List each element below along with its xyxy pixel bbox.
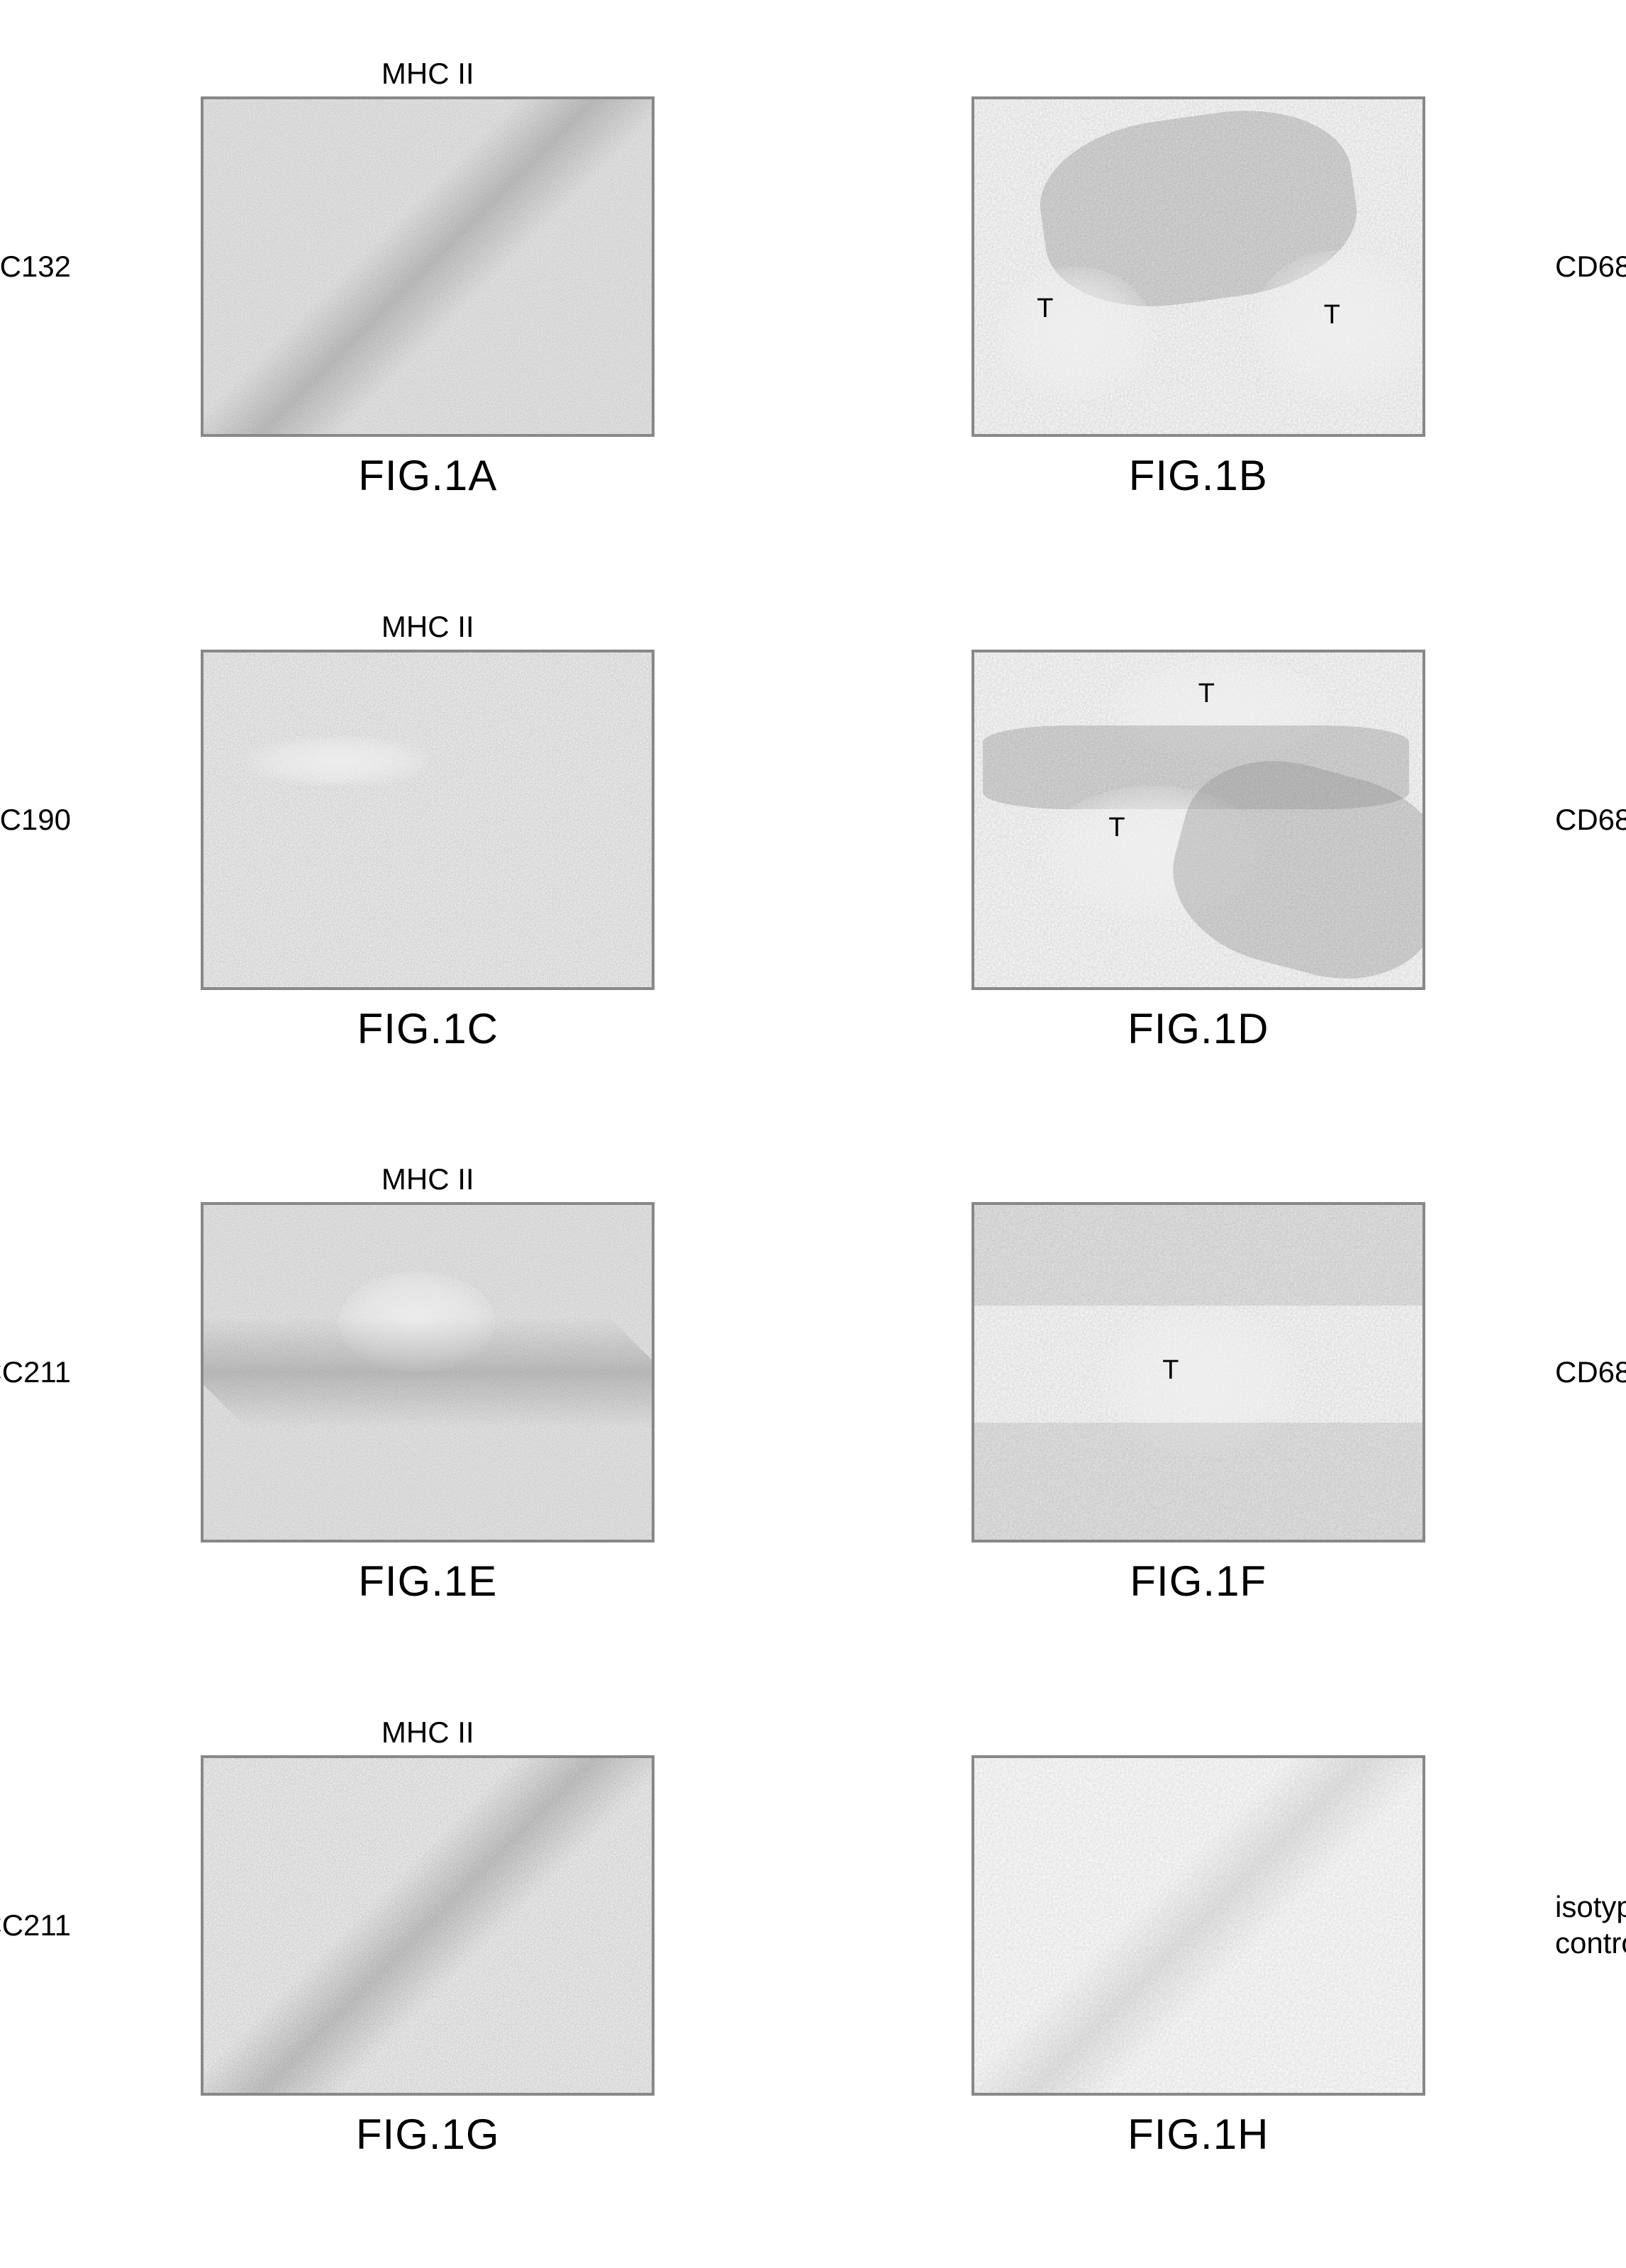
- panel-c-caption: FIG.1C: [357, 1004, 499, 1053]
- panel-d-caption: FIG.1D: [1127, 1004, 1269, 1053]
- panel-f-image-row: T CD68: [856, 1202, 1542, 1542]
- panel-a-micrograph: [201, 96, 655, 437]
- panel-c-top-label: MHC II: [382, 610, 474, 644]
- panel-b-image-row: T T CD68: [856, 96, 1542, 437]
- panel-d-overlay-1: T: [1198, 679, 1215, 709]
- panel-g-image-row: RCC211: [85, 1755, 771, 2096]
- panel-a: MHC II RCC132 FIG.1A: [85, 57, 771, 553]
- panel-c-left-label: RCC190: [0, 803, 71, 837]
- panel-e-image-row: RCC211: [85, 1202, 771, 1542]
- panel-c-micrograph: [201, 650, 655, 990]
- panel-e-micrograph: [201, 1202, 655, 1542]
- panel-g: MHC II RCC211 FIG.1G: [85, 1716, 771, 2212]
- panel-h-image-row: isotypecontrol: [856, 1755, 1542, 2096]
- panel-h: isotypecontrol FIG.1H: [856, 1716, 1542, 2212]
- panel-a-caption: FIG.1A: [358, 451, 497, 500]
- panel-b-caption: FIG.1B: [1129, 451, 1268, 500]
- panel-e-left-label: RCC211: [0, 1355, 71, 1389]
- panel-b-micrograph: T T: [971, 96, 1425, 437]
- panel-b-overlay-1: T: [1037, 294, 1053, 324]
- panel-g-micrograph: [201, 1755, 655, 2096]
- panel-f-right-label: CD68: [1555, 1355, 1626, 1389]
- panel-b-right-label: CD68: [1555, 250, 1626, 284]
- panel-h-caption: FIG.1H: [1127, 2110, 1269, 2159]
- panel-d-overlay-2: T: [1108, 813, 1125, 843]
- panel-d: T T CD68 FIG.1D: [856, 610, 1542, 1106]
- panel-a-left-label: RCC132: [0, 250, 71, 284]
- panel-h-micrograph: [971, 1755, 1425, 2096]
- panel-b: T T CD68 FIG.1B: [856, 57, 1542, 553]
- panel-f: T CD68 FIG.1F: [856, 1162, 1542, 1659]
- panel-e-top-label: MHC II: [382, 1162, 474, 1196]
- figure-grid: MHC II RCC132 FIG.1A T T CD68 FIG.1B MHC…: [85, 57, 1541, 2211]
- panel-d-right-label: CD68: [1555, 803, 1626, 837]
- panel-a-top-label: MHC II: [382, 57, 474, 91]
- panel-e: MHC II RCC211 FIG.1E: [85, 1162, 771, 1659]
- panel-f-micrograph: T: [971, 1202, 1425, 1542]
- panel-d-micrograph: T T: [971, 650, 1425, 990]
- panel-b-overlay-2: T: [1324, 300, 1340, 330]
- panel-h-right-label: isotypecontrol: [1555, 1889, 1626, 1961]
- panel-d-image-row: T T CD68: [856, 650, 1542, 990]
- panel-g-caption: FIG.1G: [356, 2110, 500, 2159]
- panel-f-caption: FIG.1F: [1130, 1557, 1266, 1606]
- panel-e-caption: FIG.1E: [358, 1557, 497, 1606]
- panel-g-left-label: RCC211: [0, 1908, 71, 1942]
- panel-f-overlay-1: T: [1162, 1355, 1179, 1386]
- panel-c-image-row: RCC190: [85, 650, 771, 990]
- panel-c: MHC II RCC190 FIG.1C: [85, 610, 771, 1106]
- panel-a-image-row: RCC132: [85, 96, 771, 437]
- panel-g-top-label: MHC II: [382, 1716, 474, 1750]
